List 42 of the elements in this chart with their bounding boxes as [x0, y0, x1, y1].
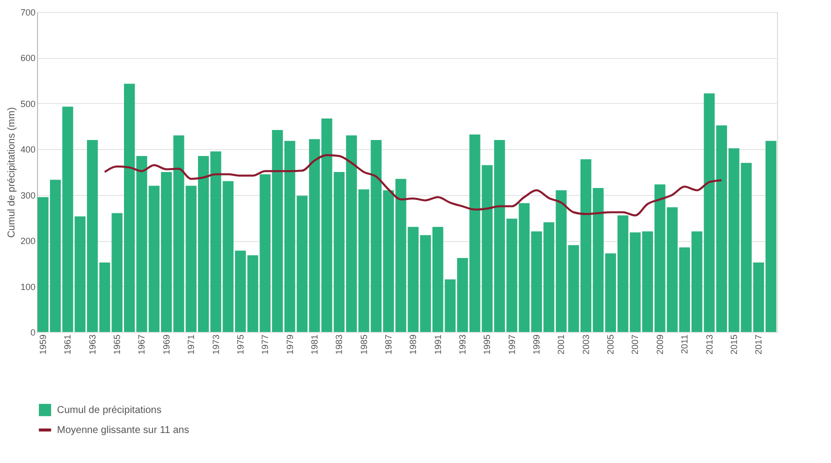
legend-label: Moyenne glissante sur 11 ans — [57, 425, 190, 436]
x-tick-label: 1971 — [186, 334, 196, 355]
y-tick-label: 100 — [20, 282, 36, 292]
x-tick-label: 1979 — [284, 334, 295, 355]
x-tick-label: 1959 — [38, 334, 48, 355]
x-tick-label: 1989 — [408, 334, 418, 355]
x-tick-label: 1975 — [235, 334, 246, 355]
y-tick-label: 300 — [20, 190, 36, 200]
legend-label: Cumul de précipitations — [57, 405, 162, 416]
y-tick-label: 500 — [20, 98, 36, 109]
y-tick-label: 0 — [30, 328, 36, 338]
x-tick-label: 1999 — [532, 334, 542, 355]
x-tick-label: 1995 — [482, 334, 492, 355]
x-tick-label: 1993 — [458, 334, 468, 355]
x-tick-label: 2007 — [630, 334, 640, 355]
x-tick-label: 2003 — [580, 334, 591, 355]
x-tick-label: 2011 — [680, 334, 690, 354]
x-tick-label: 1963 — [87, 334, 98, 355]
y-axis-title: Cumul de précipitations (mm) — [6, 107, 18, 238]
x-tick-label: 1961 — [62, 334, 73, 355]
x-tick-label: 1981 — [309, 334, 320, 355]
x-tick-label: 2009 — [654, 334, 665, 355]
x-tick-label: 1977 — [260, 334, 270, 355]
line-series — [104, 154, 723, 216]
x-tick-label: 2015 — [728, 334, 739, 355]
y-tick-label: 400 — [20, 144, 36, 155]
x-tick-label: 1965 — [112, 334, 122, 355]
x-tick-label: 1973 — [210, 334, 221, 355]
x-tick-label: 1991 — [432, 334, 443, 355]
y-tick-label: 700 — [20, 8, 36, 18]
y-tick-label: 200 — [20, 236, 36, 246]
x-tick-label: 1969 — [161, 334, 172, 355]
x-tick-label: 1985 — [358, 334, 369, 355]
y-tick-label: 600 — [20, 53, 36, 64]
x-tick-label: 2005 — [606, 334, 616, 355]
x-tick-label: 1987 — [383, 334, 394, 355]
x-tick-label: 1997 — [506, 334, 517, 355]
x-tick-label: 1967 — [136, 334, 147, 355]
x-tick-label: 2017 — [754, 334, 764, 355]
x-tick-label: 2013 — [704, 334, 714, 355]
x-tick-label: 1983 — [334, 334, 344, 355]
x-tick-label: 2001 — [556, 334, 566, 355]
